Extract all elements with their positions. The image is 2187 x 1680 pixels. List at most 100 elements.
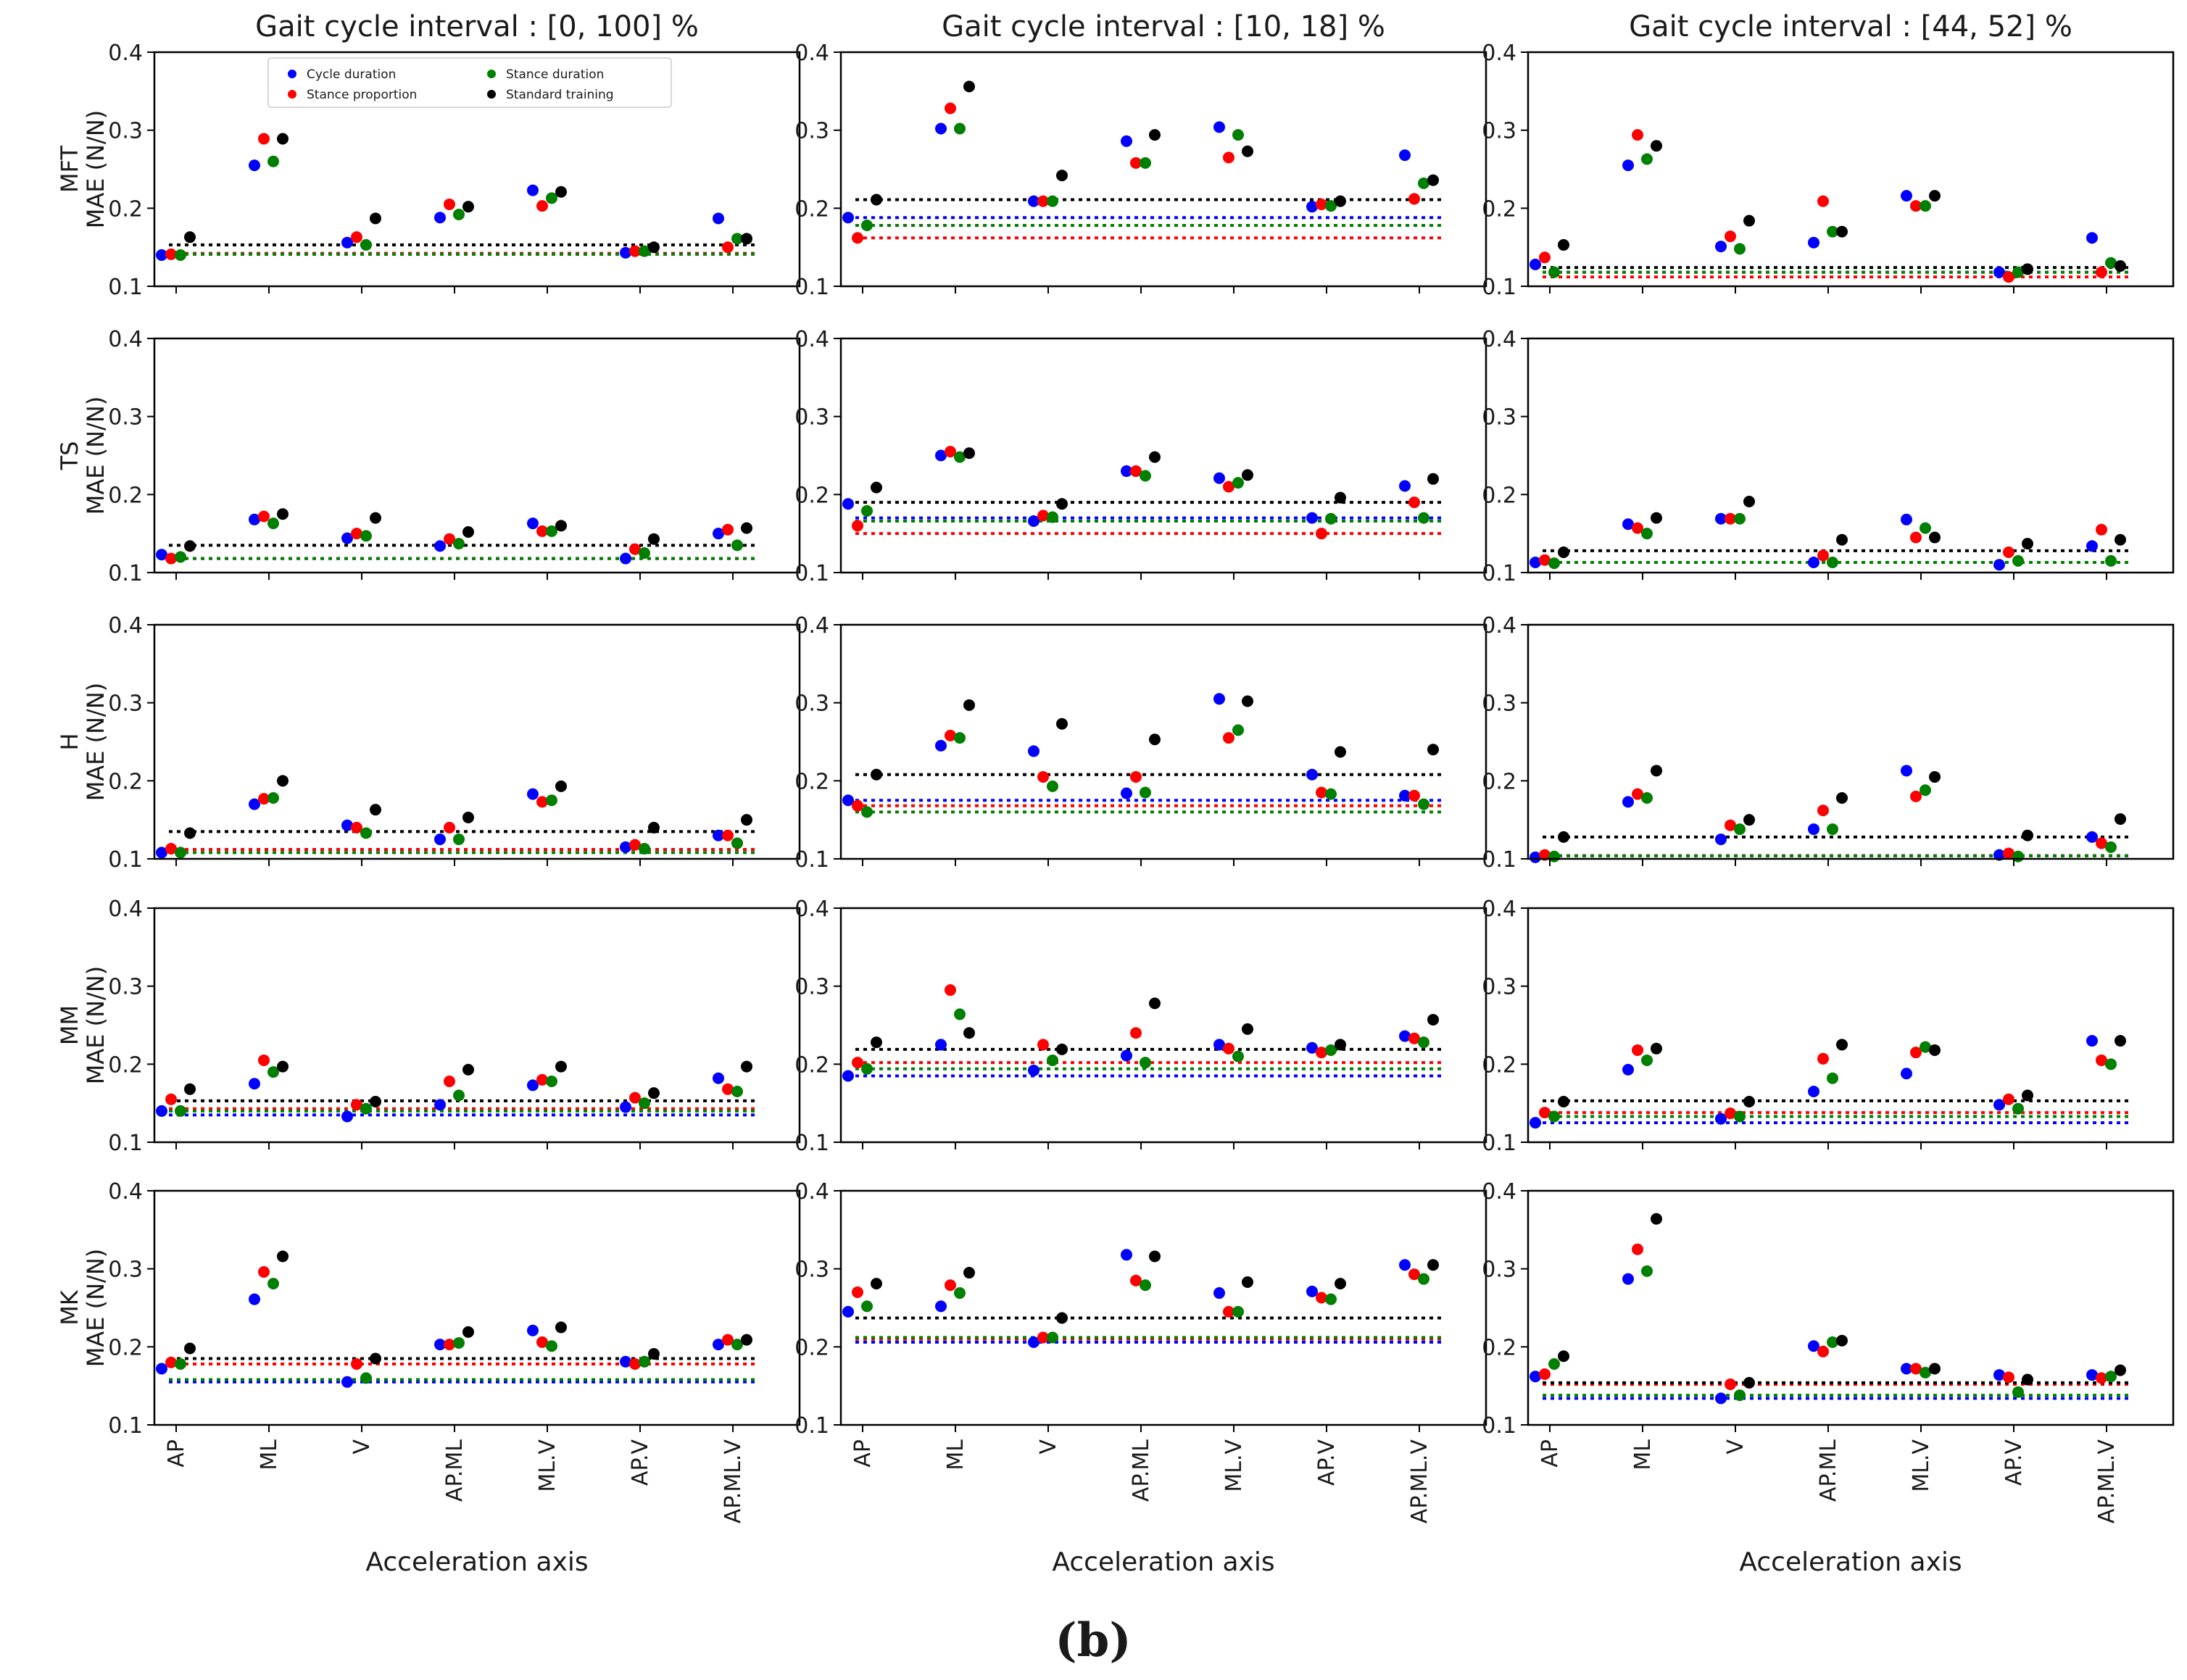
point-stance-duration (1140, 470, 1151, 482)
point-standard-training (370, 512, 381, 524)
point-standard-training (963, 80, 975, 93)
point-stance-proportion (1725, 512, 1736, 525)
point-stance-duration (1827, 1336, 1838, 1348)
point-stance-duration (2105, 841, 2117, 853)
point-stance-proportion (629, 543, 641, 555)
point-stance-proportion (722, 523, 734, 536)
point-standard-training (1651, 1213, 1662, 1225)
legend: Cycle duration Stance proportion Stance du… (267, 57, 672, 108)
legend-marker (487, 70, 496, 78)
point-stance-duration (1920, 1366, 1931, 1378)
point-cycle-duration (341, 819, 353, 831)
point-standard-training (462, 811, 474, 823)
point-standard-training (2022, 829, 2033, 841)
point-standard-training (1743, 496, 1755, 508)
point-stance-duration (1232, 129, 1244, 141)
y-tick-label: 0.3 (108, 975, 143, 1000)
point-cycle-duration (842, 794, 854, 807)
point-standard-training (1056, 718, 1068, 730)
point-standard-training (1743, 1096, 1755, 1108)
point-cycle-duration (1622, 1063, 1634, 1076)
y-tick-label: 0.2 (1482, 769, 1516, 794)
point-cycle-duration (935, 122, 947, 135)
x-tick-label: AP.ML (1816, 1439, 1841, 1502)
point-stance-proportion (165, 1356, 177, 1368)
y-tick-label: 0.1 (108, 1413, 143, 1439)
point-stance-proportion (2003, 1371, 2014, 1384)
point-cycle-duration (1808, 1086, 1819, 1098)
y-tick-label: 0.3 (1482, 405, 1516, 431)
point-stance-duration (267, 517, 279, 530)
point-cycle-duration (249, 1293, 260, 1305)
point-stance-duration (1325, 200, 1337, 212)
point-cycle-duration (1121, 1049, 1132, 1062)
panel-ts-2: 0.1 0.2 0.3 0.4 (794, 327, 1487, 586)
point-cycle-duration (620, 246, 631, 259)
point-stance-proportion (2003, 271, 2014, 283)
point-stance-proportion (629, 245, 641, 257)
point-standard-training (1149, 451, 1161, 463)
x-tick-label: AP.ML.V (721, 1439, 746, 1524)
point-cycle-duration (1530, 1117, 1541, 1129)
point-cycle-duration (1213, 1039, 1225, 1051)
point-cycle-duration (434, 212, 446, 224)
point-stance-duration (731, 837, 743, 849)
point-cycle-duration (1901, 190, 1912, 202)
point-stance-duration (360, 1372, 372, 1384)
point-cycle-duration (1028, 515, 1039, 527)
point-cycle-duration (1213, 1287, 1225, 1299)
y-tick-label: 0.4 (108, 41, 143, 66)
point-cycle-duration (842, 1305, 854, 1318)
legend-label: Standard training (506, 88, 614, 102)
point-cycle-duration (1028, 195, 1039, 207)
point-stance-proportion (444, 198, 455, 210)
point-cycle-duration (1399, 1259, 1411, 1271)
point-standard-training (277, 1060, 289, 1073)
point-standard-training (741, 233, 752, 245)
point-cycle-duration (156, 1363, 167, 1375)
point-stance-proportion (1037, 195, 1049, 207)
point-stance-proportion (852, 1286, 863, 1298)
point-standard-training (1558, 831, 1569, 843)
point-stance-proportion (258, 1054, 270, 1066)
point-stance-duration (1548, 266, 1560, 278)
point-standard-training (1929, 190, 1941, 202)
point-cycle-duration (1622, 159, 1634, 172)
point-standard-training (370, 804, 381, 816)
point-stance-proportion (1223, 1042, 1234, 1055)
point-standard-training (741, 814, 752, 826)
point-cycle-duration (1622, 796, 1634, 808)
point-standard-training (648, 821, 660, 833)
point-stance-proportion (1817, 804, 1829, 817)
y-tick-label: 0.3 (794, 1257, 829, 1283)
point-standard-training (1836, 1334, 1848, 1347)
y-tick-label: 0.3 (794, 691, 829, 717)
panel-frame (153, 1189, 801, 1426)
point-standard-training (555, 780, 567, 792)
point-cycle-duration (713, 212, 724, 225)
point-stance-duration (175, 847, 186, 859)
panel-frame (1527, 337, 2175, 574)
point-standard-training (1836, 1039, 1848, 1051)
point-stance-duration (1827, 1072, 1838, 1084)
point-standard-training (370, 1352, 381, 1365)
point-standard-training (648, 1087, 660, 1099)
point-stance-proportion (2003, 546, 2014, 559)
y-axis-label: HMAE (N/N) (56, 683, 109, 802)
point-standard-training (555, 520, 567, 532)
point-stance-duration (2012, 266, 2024, 278)
point-cycle-duration (156, 1105, 167, 1117)
point-stance-proportion (258, 1265, 270, 1278)
point-cycle-duration (620, 1101, 631, 1113)
y-tick-label: 0.3 (108, 119, 143, 144)
point-stance-proportion (1539, 251, 1551, 264)
x-tick-label: ML.V (1221, 1439, 1247, 1492)
point-cycle-duration (1399, 149, 1411, 162)
point-stance-proportion (1632, 1044, 1643, 1056)
x-tick-label: AP.ML (1129, 1439, 1154, 1502)
y-axis-label: MFTMAE (N/N) (56, 110, 109, 229)
point-stance-proportion (351, 821, 362, 833)
panel-ts-1: 0.1 0.2 0.3 0.4 TSMAE (N/N) (56, 327, 801, 586)
y-tick-label: 0.4 (108, 327, 143, 352)
point-stance-duration (1325, 788, 1337, 800)
